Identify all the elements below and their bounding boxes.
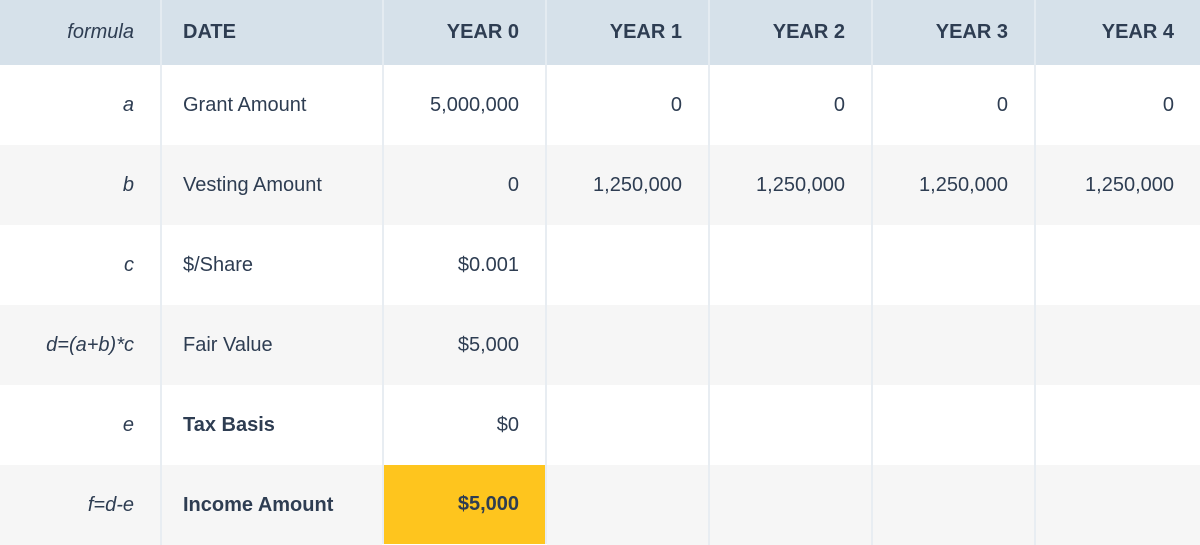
row-label: Vesting Amount [160, 145, 383, 225]
formula-cell: e [122, 413, 134, 436]
formula-cell: d=(a+b)*c [46, 333, 134, 356]
row-label: Income Amount [160, 465, 383, 545]
value-cell: 0 [871, 65, 1035, 145]
value-cell [871, 465, 1035, 545]
formula-cell: b [122, 173, 134, 196]
value-cell: 1,250,000 [708, 145, 872, 225]
value-cell [545, 465, 709, 545]
value-cell [545, 305, 709, 385]
value-cell [545, 385, 709, 465]
row-label: Grant Amount [160, 65, 383, 145]
row-grant-amount: a Grant Amount 5,000,000 0 0 0 0 [0, 65, 1200, 145]
value-cell: 5,000,000 [382, 65, 546, 145]
value-cell [871, 225, 1035, 305]
year-3-header: YEAR 3 [871, 0, 1035, 65]
value-cell [545, 225, 709, 305]
formula-header: formula [67, 21, 134, 43]
value-cell: $0 [382, 385, 546, 465]
year-2-header: YEAR 2 [708, 0, 872, 65]
value-cell [1034, 385, 1200, 465]
header-row: formula DATE YEAR 0 YEAR 1 YEAR 2 YEAR 3… [0, 0, 1200, 65]
value-cell [1034, 305, 1200, 385]
value-cell: 1,250,000 [545, 145, 709, 225]
value-cell: 1,250,000 [1034, 145, 1200, 225]
formula-cell: c [124, 253, 134, 276]
value-cell [708, 465, 872, 545]
value-cell: 0 [545, 65, 709, 145]
value-cell [871, 385, 1035, 465]
value-cell [708, 225, 872, 305]
row-fair-value: d=(a+b)*c Fair Value $5,000 [0, 305, 1200, 385]
row-income-amount: f=d-e Income Amount $5,000 [0, 465, 1200, 545]
row-vesting-amount: b Vesting Amount 0 1,250,000 1,250,000 1… [0, 145, 1200, 225]
value-cell: 0 [708, 65, 872, 145]
row-price-per-share: c $/Share $0.001 [0, 225, 1200, 305]
value-cell [708, 305, 872, 385]
date-header: DATE [160, 0, 383, 65]
value-cell: 0 [1034, 65, 1200, 145]
value-cell [1034, 225, 1200, 305]
year-0-header: YEAR 0 [382, 0, 546, 65]
row-tax-basis: e Tax Basis $0 [0, 385, 1200, 465]
value-cell [871, 305, 1035, 385]
value-cell [1034, 465, 1200, 545]
year-1-header: YEAR 1 [545, 0, 709, 65]
formula-cell: a [122, 93, 134, 116]
value-cell: 1,250,000 [871, 145, 1035, 225]
formula-cell: f=d-e [87, 493, 134, 516]
value-cell: $5,000 [382, 305, 546, 385]
row-label: Tax Basis [160, 385, 383, 465]
row-label: $/Share [160, 225, 383, 305]
value-cell: 0 [382, 145, 546, 225]
year-4-header: YEAR 4 [1034, 0, 1200, 65]
row-label: Fair Value [160, 305, 383, 385]
value-cell: $0.001 [382, 225, 546, 305]
highlighted-value-cell: $5,000 [382, 465, 546, 545]
value-cell [708, 385, 872, 465]
